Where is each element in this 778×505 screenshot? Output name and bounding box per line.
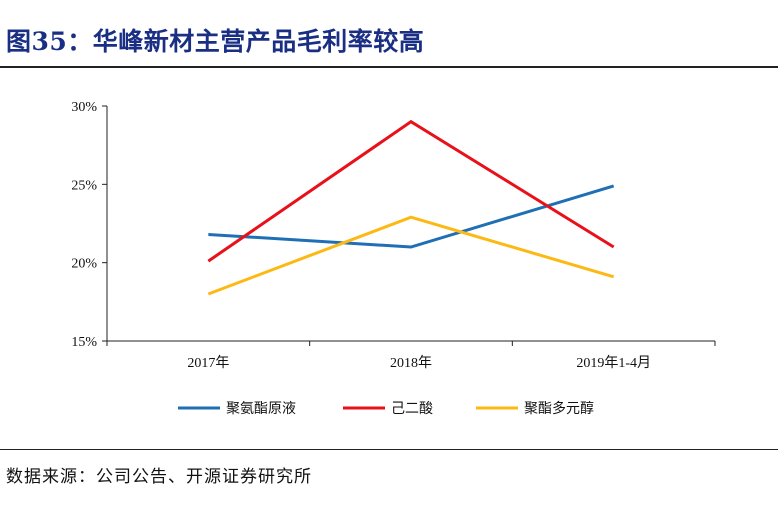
figure-source: 数据来源：公司公告、开源证券研究所 xyxy=(6,467,312,487)
y-tick-label: 25% xyxy=(71,178,97,193)
x-tick-label: 2018年 xyxy=(390,355,432,371)
chart-axes: 15% 20% 25% 30% 2017年 2018年 2019年1-4月 xyxy=(71,100,716,371)
source-divider xyxy=(0,449,778,450)
chart-legend: 聚氨酯原液 己二酸 聚酯多元醇 xyxy=(178,400,594,417)
y-tick-label: 30% xyxy=(71,100,97,115)
figure-title: 图35：华峰新材主营产品毛利率较高 xyxy=(6,27,425,56)
title-divider xyxy=(0,66,778,68)
y-tick-label: 15% xyxy=(71,335,97,350)
legend-label: 己二酸 xyxy=(391,401,433,417)
x-tick-label: 2017年 xyxy=(187,355,229,371)
series-line-2 xyxy=(207,119,615,263)
line-chart: 15% 20% 25% 30% 2017年 2018年 2019年1-4月 聚氨酯原液 己二酸… xyxy=(71,100,716,417)
series-line-3 xyxy=(207,215,615,296)
chart-series xyxy=(207,119,615,296)
legend-label: 聚氨酯原液 xyxy=(226,401,296,417)
x-tick-label: 2019年1-4月 xyxy=(576,355,651,371)
y-tick-label: 20% xyxy=(71,257,97,272)
legend-label: 聚酯多元醇 xyxy=(524,400,594,417)
